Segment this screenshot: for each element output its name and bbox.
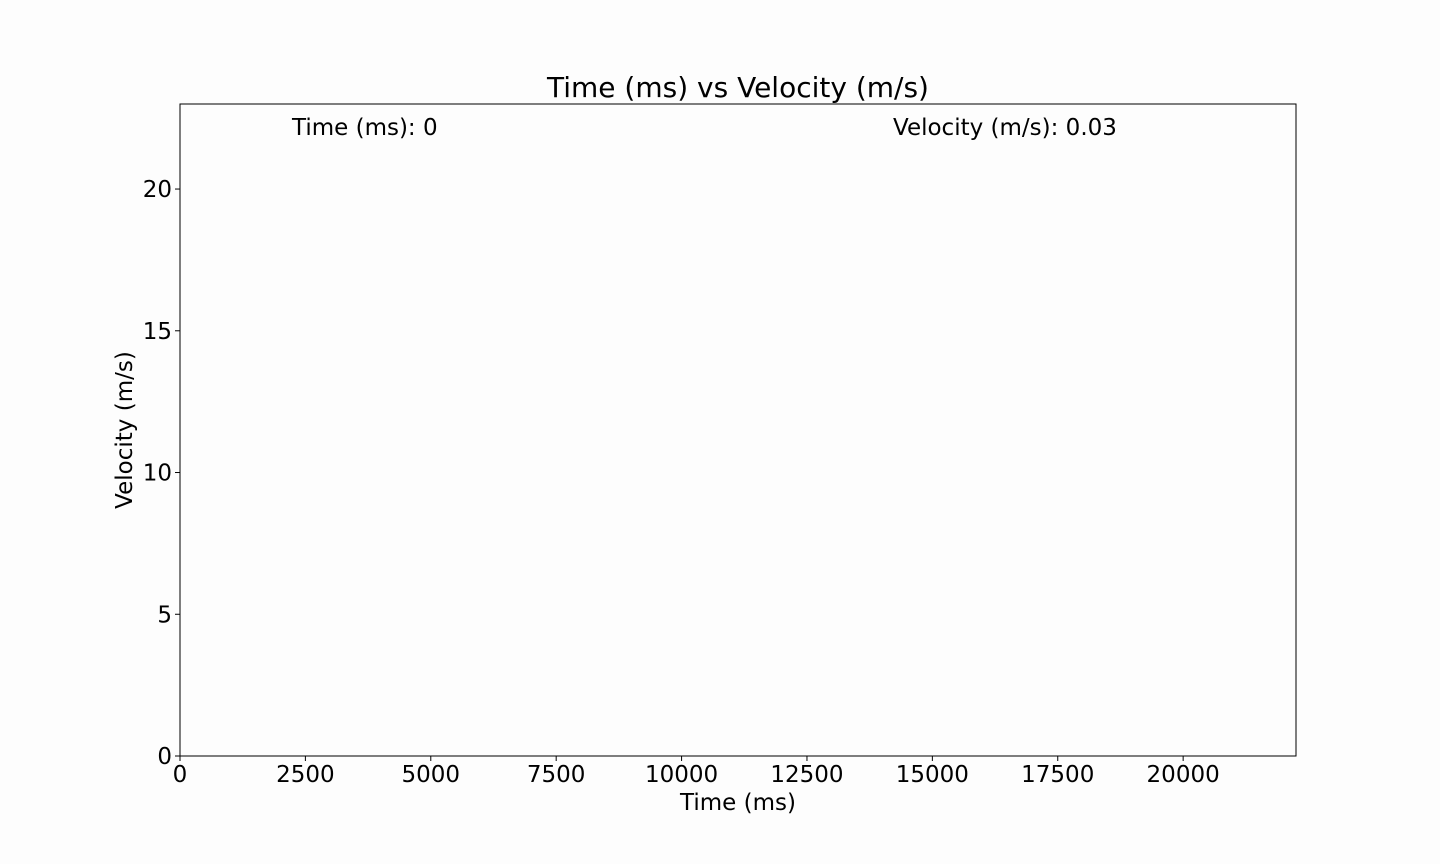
x-tick-label: 10000 — [645, 762, 718, 788]
y-tick-label: 10 — [143, 461, 172, 487]
x-axis-ticks: 0 2500 5000 7500 10000 12500 15000 17500 20000 — [173, 756, 1220, 788]
y-axis-ticks: 0 5 10 15 20 — [143, 177, 180, 770]
velocity-annotation: Velocity (m/s): 0.03 — [893, 115, 1117, 141]
y-tick-label: 15 — [143, 319, 172, 345]
chart-title: Time (ms) vs Velocity (m/s) — [546, 71, 929, 104]
y-tick-label: 5 — [157, 602, 172, 628]
x-tick-label: 17500 — [1021, 762, 1094, 788]
y-tick-label: 0 — [157, 744, 172, 770]
x-tick-label: 12500 — [770, 762, 843, 788]
x-tick-label: 20000 — [1147, 762, 1220, 788]
y-tick-label: 20 — [143, 177, 172, 203]
time-annotation: Time (ms): 0 — [291, 115, 438, 141]
plot-area-frame — [179, 103, 1297, 757]
x-tick-label: 2500 — [276, 762, 335, 788]
x-tick-label: 5000 — [402, 762, 461, 788]
x-tick-label: 15000 — [896, 762, 969, 788]
x-axis-title: Time (ms) — [679, 790, 796, 816]
x-tick-label: 7500 — [527, 762, 586, 788]
y-axis-title: Velocity (m/s) — [112, 351, 138, 509]
x-tick-label: 0 — [173, 762, 188, 788]
